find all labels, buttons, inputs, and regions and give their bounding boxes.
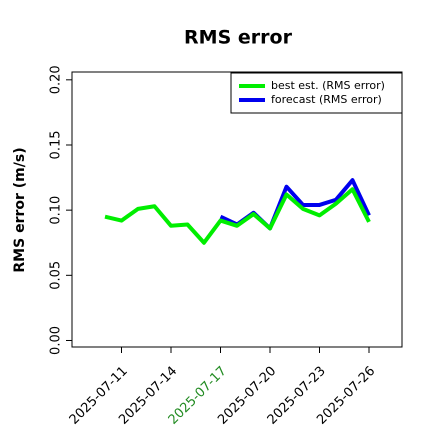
legend-label: best est. (RMS error) (271, 79, 385, 92)
legend-label: forecast (RMS error) (271, 93, 382, 106)
y-tick-label: 0.15 (49, 131, 64, 160)
y-tick-label: 0.10 (49, 196, 64, 225)
y-tick-label: 0.20 (49, 65, 64, 94)
plot-frame (71, 71, 403, 348)
y-axis-label: RMS error (m/s) (12, 147, 28, 272)
y-tick-label: 0.05 (49, 261, 64, 290)
legend: best est. (RMS error)forecast (RMS error… (230, 72, 403, 114)
series-line (104, 187, 371, 245)
legend-box (230, 72, 403, 114)
chart-title: RMS error (184, 27, 293, 49)
y-tick-label: 0.00 (49, 326, 64, 355)
